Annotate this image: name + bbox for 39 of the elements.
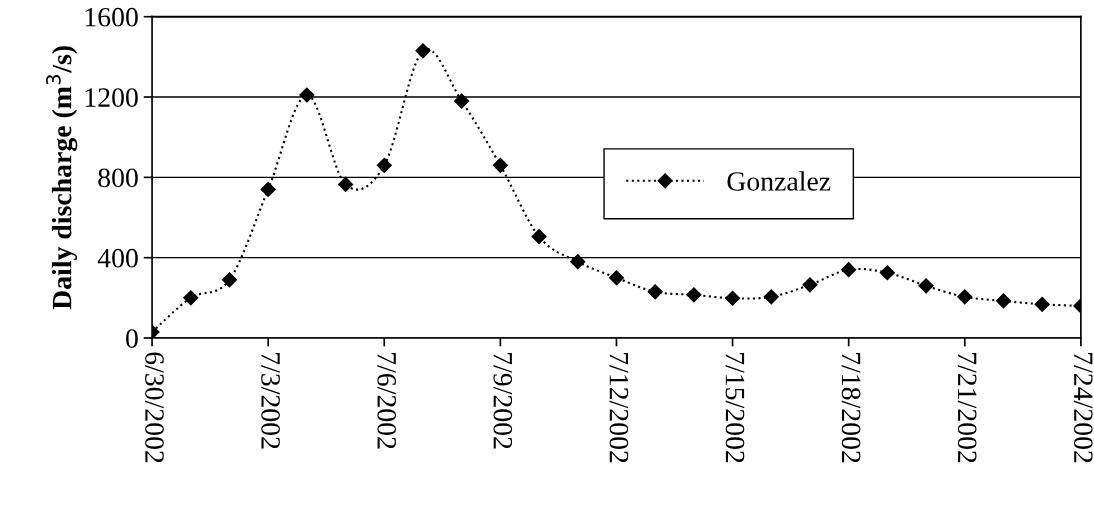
y-tick-label: 400 [97,248,138,268]
x-tick-label: 7/15/2002 [725,353,745,463]
x-tick-label: 7/12/2002 [609,353,629,463]
point [841,262,857,278]
y-tick-label: 0 [126,329,138,348]
point [957,289,973,305]
point [763,289,779,305]
point [686,287,702,303]
point [376,157,392,173]
point [647,284,663,300]
x-tick-label: 6/30/2002 [145,352,164,463]
point [415,43,431,59]
point [802,277,818,293]
point [337,176,354,192]
legend-label: Gonzalez [727,171,831,191]
point [221,272,238,288]
y-tick-label: 800 [98,168,138,188]
x-tick-label: 7/3/2002 [261,353,280,449]
x-tick-label: 7/21/2002 [957,353,977,463]
x-tick-label: 7/24/2002 [1073,353,1093,463]
point [918,278,934,294]
point [260,181,276,197]
point [492,157,508,173]
point [995,293,1012,309]
point [1034,296,1050,312]
point [570,254,586,270]
x-tick-label: 7/9/2002 [493,353,513,449]
point [183,290,199,306]
y-axis-title: Daily discharge (m$^{3}$/s) [46,46,78,310]
y-tick-label: 1600 [85,7,138,27]
point [724,290,741,306]
point [531,229,547,245]
point [299,87,315,103]
point [608,270,625,286]
point [879,265,895,281]
point [454,93,470,109]
x-tick-label: 7/6/2002 [377,353,397,449]
y-tick-label: 1200 [85,88,138,107]
x-tick-label: 7/18/2002 [841,353,861,463]
